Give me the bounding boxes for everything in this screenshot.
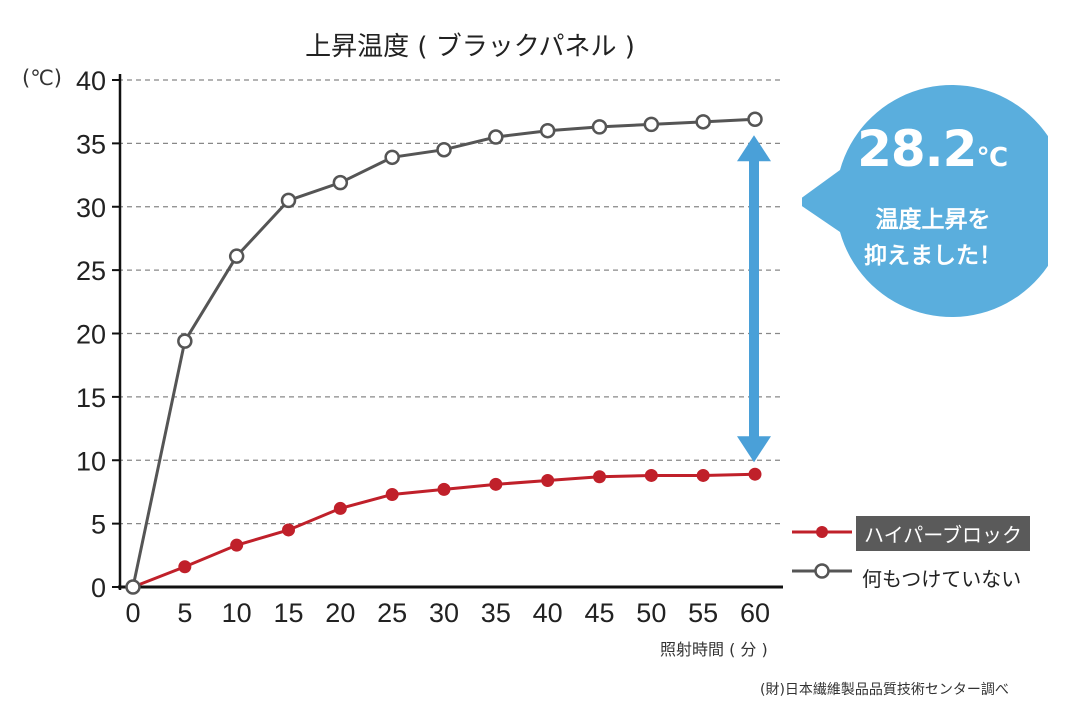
x-tick-label: 10 — [222, 598, 252, 628]
annotation-message-line-1: 温度上昇を — [875, 207, 991, 233]
x-tick-label: 35 — [481, 598, 511, 628]
data-point — [436, 141, 452, 158]
y-axis-unit: (℃) — [22, 66, 62, 90]
x-tick-label: 60 — [740, 598, 770, 628]
data-point — [177, 333, 193, 349]
temperature-difference: 28.2℃ — [832, 120, 1032, 178]
data-point — [230, 538, 244, 552]
x-tick-label: 50 — [636, 598, 666, 628]
data-point — [489, 477, 503, 491]
difference-unit: ℃ — [976, 143, 1008, 173]
y-tick-label: 15 — [76, 383, 106, 413]
x-tick-labels: 0 5 10 15 20 25 30 35 40 45 50 55 60 — [125, 598, 770, 628]
data-point — [125, 579, 141, 595]
y-tick-label: 5 — [91, 510, 106, 540]
legend-item-hyperblock: ハイパーブロック — [800, 516, 1030, 551]
legend-markers — [792, 526, 852, 579]
x-axis-label: 照射時間 ( 分 ) — [660, 640, 768, 659]
y-tick-label: 30 — [76, 193, 106, 223]
data-point — [228, 248, 245, 264]
data-point — [178, 560, 192, 574]
legend-label-hyperblock: ハイパーブロック — [856, 516, 1030, 551]
data-point — [748, 467, 762, 481]
axes — [112, 74, 783, 590]
data-point — [593, 470, 606, 484]
y-tick-label: 40 — [76, 66, 106, 96]
data-point — [488, 129, 504, 145]
legend-point-1 — [814, 563, 830, 579]
y-tick-label: 25 — [76, 256, 106, 286]
annotation-bubble: 28.2℃ 温度上昇を 抑えました！ — [802, 84, 1048, 318]
data-point — [384, 149, 400, 166]
arrow-head-down — [737, 436, 771, 463]
difference-arrow — [737, 135, 771, 463]
data-point — [643, 116, 660, 133]
data-point — [332, 174, 349, 191]
data-point — [437, 482, 451, 496]
annotation-message: 温度上昇を 抑えました！ — [828, 202, 1038, 274]
y-tick-label: 0 — [91, 573, 106, 603]
data-point — [333, 501, 347, 515]
data-point — [539, 122, 556, 139]
arrow-head-up — [737, 135, 771, 162]
data-point — [541, 474, 555, 488]
source-note: (財)日本繊維製品品質技術センター調べ — [760, 682, 1009, 698]
data-series — [125, 111, 763, 595]
x-tick-label: 55 — [688, 598, 718, 628]
x-tick-label: 20 — [325, 598, 355, 628]
difference-value: 28.2 — [857, 120, 977, 178]
annotation-message-line-2: 抑えました！ — [864, 243, 1002, 269]
data-point — [280, 192, 297, 209]
speech-bubble-shape — [802, 85, 1048, 317]
x-tick-label: 15 — [273, 598, 303, 628]
x-tick-label: 25 — [377, 598, 407, 628]
legend-item-none: 何もつけていない — [800, 560, 1027, 595]
y-tick-label: 35 — [76, 129, 106, 159]
legend-label-none: 何もつけていない — [862, 567, 1022, 591]
data-point — [385, 487, 399, 501]
data-point — [696, 468, 710, 482]
legend-point-0 — [816, 526, 828, 538]
data-point — [591, 119, 608, 135]
y-tick-label: 10 — [76, 446, 106, 476]
x-tick-label: 5 — [177, 598, 192, 628]
y-tick-labels: 0 5 10 15 20 25 30 35 40 — [76, 66, 106, 603]
x-tick-label: 45 — [584, 598, 614, 628]
data-point — [695, 114, 711, 130]
chart-title: 上昇温度 ( ブラックパネル ) — [305, 32, 635, 62]
y-tick-label: 20 — [76, 320, 106, 350]
data-point — [644, 468, 658, 482]
data-point — [282, 523, 295, 537]
x-tick-label: 30 — [429, 598, 459, 628]
series-line-1 — [131, 117, 756, 588]
x-tick-label: 40 — [533, 598, 563, 628]
data-point — [747, 111, 763, 128]
x-tick-label: 0 — [125, 598, 140, 628]
